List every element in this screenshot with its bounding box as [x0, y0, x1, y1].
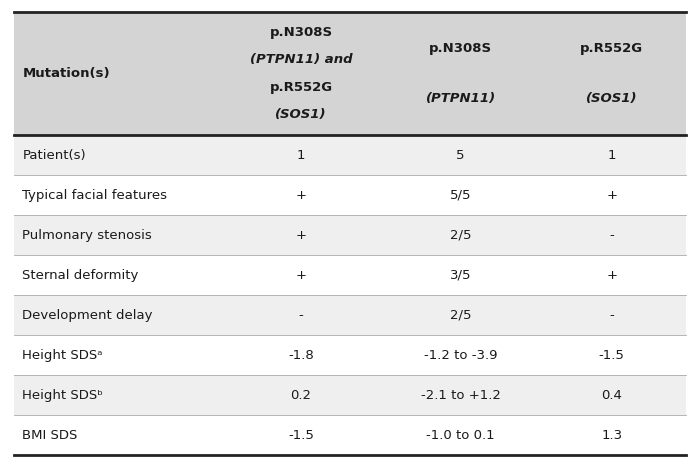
- Bar: [538, 215, 686, 255]
- Text: -2.1 to +1.2: -2.1 to +1.2: [420, 389, 500, 402]
- Text: Typical facial features: Typical facial features: [22, 189, 167, 202]
- Text: p.R552G: p.R552G: [269, 80, 333, 93]
- Bar: [14, 416, 219, 455]
- Bar: [219, 335, 383, 375]
- Bar: [538, 375, 686, 416]
- Bar: [14, 12, 219, 135]
- Text: -1.8: -1.8: [288, 349, 314, 362]
- Bar: [14, 215, 219, 255]
- Text: Patient(s): Patient(s): [22, 149, 86, 162]
- Bar: [538, 295, 686, 335]
- Bar: [383, 416, 538, 455]
- Text: -1.2 to -3.9: -1.2 to -3.9: [424, 349, 498, 362]
- Text: (SOS1): (SOS1): [276, 108, 327, 121]
- Bar: [383, 215, 538, 255]
- Text: 2/5: 2/5: [450, 309, 471, 322]
- Text: p.N308S: p.N308S: [269, 26, 333, 39]
- Text: p.R552G: p.R552G: [580, 42, 643, 55]
- Text: +: +: [606, 189, 617, 202]
- Text: Mutation(s): Mutation(s): [22, 67, 110, 80]
- Bar: [14, 295, 219, 335]
- Bar: [219, 255, 383, 295]
- Text: (PTPN11): (PTPN11): [425, 92, 496, 105]
- Bar: [383, 255, 538, 295]
- Text: +: +: [296, 269, 306, 282]
- Bar: [14, 375, 219, 416]
- Text: 5: 5: [457, 149, 465, 162]
- Bar: [383, 335, 538, 375]
- Bar: [383, 295, 538, 335]
- Bar: [383, 12, 538, 135]
- Text: Sternal deformity: Sternal deformity: [22, 269, 139, 282]
- Bar: [383, 375, 538, 416]
- Text: p.N308S: p.N308S: [429, 42, 492, 55]
- Bar: [538, 175, 686, 215]
- Text: Development delay: Development delay: [22, 309, 152, 322]
- Bar: [538, 255, 686, 295]
- Text: 5/5: 5/5: [450, 189, 471, 202]
- Text: +: +: [296, 229, 306, 241]
- Bar: [219, 215, 383, 255]
- Bar: [219, 375, 383, 416]
- Bar: [538, 135, 686, 175]
- Text: 1: 1: [608, 149, 616, 162]
- Bar: [538, 335, 686, 375]
- Bar: [14, 175, 219, 215]
- Bar: [383, 135, 538, 175]
- Text: (PTPN11) and: (PTPN11) and: [250, 53, 352, 66]
- Bar: [219, 175, 383, 215]
- Text: Height SDSᵃ: Height SDSᵃ: [22, 349, 103, 362]
- Text: 2/5: 2/5: [450, 229, 471, 241]
- Text: +: +: [296, 189, 306, 202]
- Text: -: -: [299, 309, 303, 322]
- Text: BMI SDS: BMI SDS: [22, 429, 78, 442]
- Text: -1.5: -1.5: [599, 349, 624, 362]
- Text: 1: 1: [296, 149, 306, 162]
- Text: Height SDSᵇ: Height SDSᵇ: [22, 389, 103, 402]
- Text: -: -: [609, 229, 614, 241]
- Text: 1.3: 1.3: [601, 429, 622, 442]
- Text: +: +: [606, 269, 617, 282]
- Text: (SOS1): (SOS1): [586, 92, 638, 105]
- Bar: [14, 335, 219, 375]
- Bar: [219, 12, 383, 135]
- Text: -: -: [609, 309, 614, 322]
- Bar: [14, 135, 219, 175]
- Bar: [219, 135, 383, 175]
- Text: 0.2: 0.2: [290, 389, 312, 402]
- Bar: [538, 12, 686, 135]
- Text: -1.5: -1.5: [288, 429, 314, 442]
- Text: 3/5: 3/5: [450, 269, 471, 282]
- Bar: [538, 416, 686, 455]
- Bar: [14, 255, 219, 295]
- Bar: [219, 295, 383, 335]
- Text: Pulmonary stenosis: Pulmonary stenosis: [22, 229, 152, 241]
- Bar: [383, 175, 538, 215]
- Text: 0.4: 0.4: [601, 389, 622, 402]
- Bar: [219, 416, 383, 455]
- Text: -1.0 to 0.1: -1.0 to 0.1: [426, 429, 495, 442]
